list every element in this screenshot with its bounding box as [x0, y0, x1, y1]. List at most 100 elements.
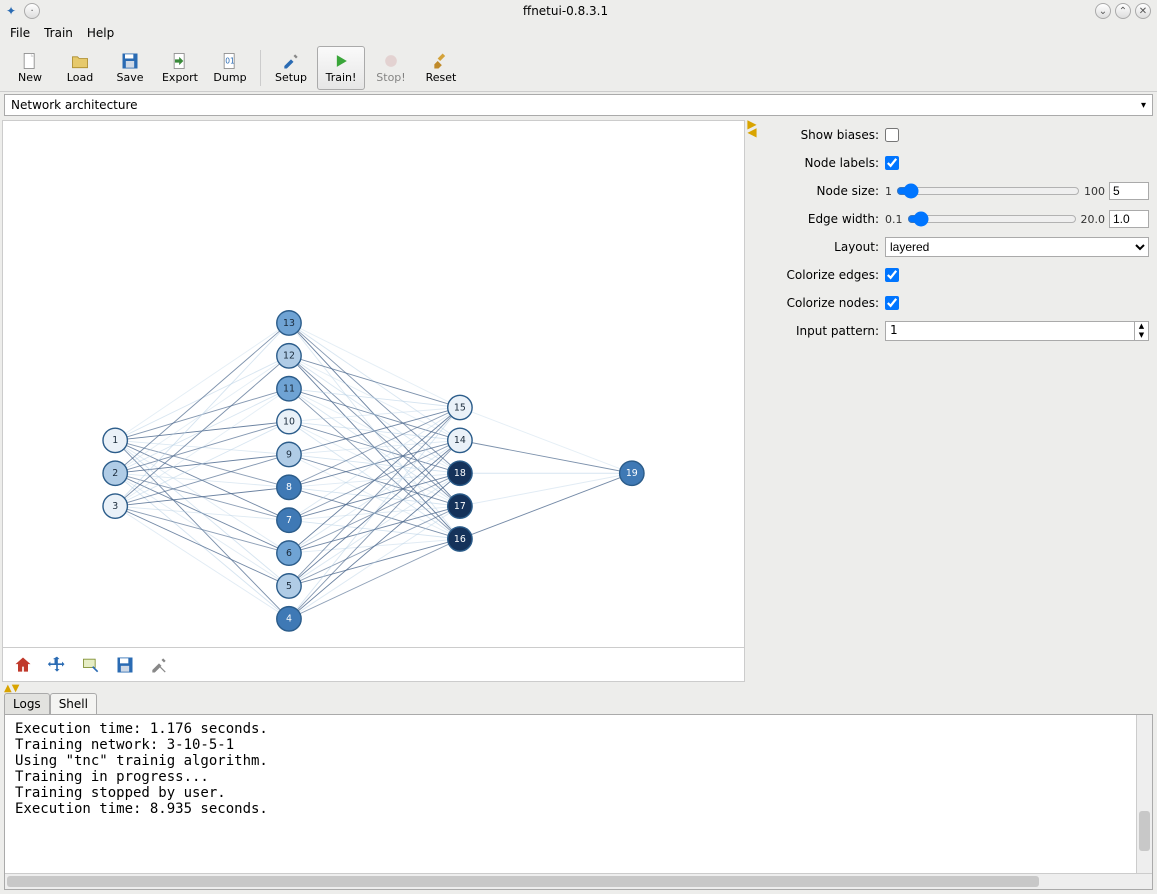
save-label: Save: [116, 71, 143, 84]
node-10[interactable]: 10: [277, 409, 301, 433]
new-label: New: [18, 71, 42, 84]
input-pattern-value: 1: [886, 322, 1134, 340]
spinner-down-icon[interactable]: ▼: [1135, 331, 1148, 340]
edge-width-label: Edge width:: [763, 212, 885, 226]
node-8[interactable]: 8: [277, 475, 301, 499]
node-7[interactable]: 7: [277, 508, 301, 532]
svg-text:8: 8: [286, 482, 292, 493]
view-selector-value: Network architecture: [11, 98, 138, 112]
bottom-tabs: Logs Shell: [0, 692, 1157, 714]
svg-text:6: 6: [286, 548, 292, 559]
menu-file[interactable]: File: [10, 26, 30, 40]
log-panel: Execution time: 1.176 seconds. Training …: [4, 714, 1153, 890]
network-canvas[interactable]: 1 2 3 13 12 11 10 9 8 7: [3, 121, 744, 647]
colorize-edges-checkbox[interactable]: [885, 268, 899, 282]
svg-text:15: 15: [454, 402, 466, 413]
node-12[interactable]: 12: [277, 344, 301, 368]
node-size-input[interactable]: [1109, 182, 1149, 200]
node-size-min: 1: [885, 185, 892, 198]
edge-width-input[interactable]: [1109, 210, 1149, 228]
tab-shell[interactable]: Shell: [50, 693, 97, 714]
log-vertical-scrollbar[interactable]: [1136, 715, 1152, 873]
horizontal-splitter[interactable]: ▲▼: [0, 684, 1157, 692]
node-3[interactable]: 3: [103, 494, 127, 518]
save-button[interactable]: Save: [106, 46, 154, 90]
app-icon: ✦: [6, 4, 16, 18]
vertical-splitter[interactable]: ▶◀: [747, 118, 757, 684]
spinner-up-icon[interactable]: ▲: [1135, 322, 1148, 331]
dump-label: Dump: [213, 71, 246, 84]
node-6[interactable]: 6: [277, 541, 301, 565]
log-output: Execution time: 1.176 seconds. Training …: [5, 715, 1136, 873]
node-13[interactable]: 13: [277, 311, 301, 335]
new-button[interactable]: New: [6, 46, 54, 90]
properties-panel: Show biases: Node labels: Node size: 1 1…: [757, 118, 1157, 684]
tab-logs[interactable]: Logs: [4, 693, 50, 714]
menu-help[interactable]: Help: [87, 26, 114, 40]
svg-text:2: 2: [112, 468, 118, 479]
maximize-button[interactable]: ⌃: [1115, 3, 1131, 19]
reset-button[interactable]: Reset: [417, 46, 465, 90]
dump-button[interactable]: 01 Dump: [206, 46, 254, 90]
setup-button[interactable]: Setup: [267, 46, 315, 90]
zoom-icon[interactable]: [79, 653, 103, 677]
colorize-nodes-label: Colorize nodes:: [763, 296, 885, 310]
edge-width-slider[interactable]: [907, 211, 1077, 227]
move-icon[interactable]: [45, 653, 69, 677]
node-5[interactable]: 5: [277, 574, 301, 598]
svg-text:10: 10: [283, 416, 295, 427]
svg-text:12: 12: [283, 351, 295, 362]
node-18[interactable]: 18: [448, 461, 472, 485]
canvas-panel: 1 2 3 13 12 11 10 9 8 7: [2, 120, 745, 682]
svg-text:01: 01: [225, 57, 235, 66]
svg-text:4: 4: [286, 614, 292, 625]
svg-text:16: 16: [454, 534, 466, 545]
svg-text:18: 18: [454, 468, 466, 479]
minimize-button[interactable]: ⌄: [1095, 3, 1111, 19]
canvas-toolbar: [3, 647, 744, 681]
node-19[interactable]: 19: [620, 461, 644, 485]
svg-text:17: 17: [454, 501, 466, 512]
save-icon[interactable]: [113, 653, 137, 677]
home-icon[interactable]: [11, 653, 35, 677]
node-1[interactable]: 1: [103, 428, 127, 452]
log-horizontal-scrollbar[interactable]: [5, 873, 1152, 889]
view-selector[interactable]: Network architecture ▾: [4, 94, 1153, 116]
menu-train[interactable]: Train: [44, 26, 73, 40]
export-label: Export: [162, 71, 198, 84]
stop-label: Stop!: [376, 71, 405, 84]
edge-width-max: 20.0: [1081, 213, 1106, 226]
colorize-nodes-checkbox[interactable]: [885, 296, 899, 310]
show-biases-checkbox[interactable]: [885, 128, 899, 142]
node-11[interactable]: 11: [277, 376, 301, 400]
stop-button: Stop!: [367, 46, 415, 90]
layout-select[interactable]: layered: [885, 237, 1149, 257]
node-size-label: Node size:: [763, 184, 885, 198]
node-labels-label: Node labels:: [763, 156, 885, 170]
svg-text:1: 1: [112, 435, 118, 446]
node-17[interactable]: 17: [448, 494, 472, 518]
node-16[interactable]: 16: [448, 527, 472, 551]
input-pattern-label: Input pattern:: [763, 324, 885, 338]
load-button[interactable]: Load: [56, 46, 104, 90]
input-pattern-spinner[interactable]: 1 ▲ ▼: [885, 321, 1149, 341]
svg-text:19: 19: [626, 468, 638, 479]
node-15[interactable]: 15: [448, 395, 472, 419]
export-button[interactable]: Export: [156, 46, 204, 90]
chevron-down-icon: ▾: [1141, 100, 1146, 111]
svg-text:9: 9: [286, 449, 292, 460]
train-label: Train!: [326, 71, 357, 84]
config-icon[interactable]: [147, 653, 171, 677]
close-button[interactable]: ✕: [1135, 3, 1151, 19]
node-14[interactable]: 14: [448, 428, 472, 452]
load-label: Load: [67, 71, 93, 84]
node-4[interactable]: 4: [277, 607, 301, 631]
setup-label: Setup: [275, 71, 307, 84]
svg-text:11: 11: [283, 384, 295, 395]
train-button[interactable]: Train!: [317, 46, 365, 90]
node-labels-checkbox[interactable]: [885, 156, 899, 170]
node-2[interactable]: 2: [103, 461, 127, 485]
node-size-max: 100: [1084, 185, 1105, 198]
node-9[interactable]: 9: [277, 442, 301, 466]
node-size-slider[interactable]: [896, 183, 1080, 199]
